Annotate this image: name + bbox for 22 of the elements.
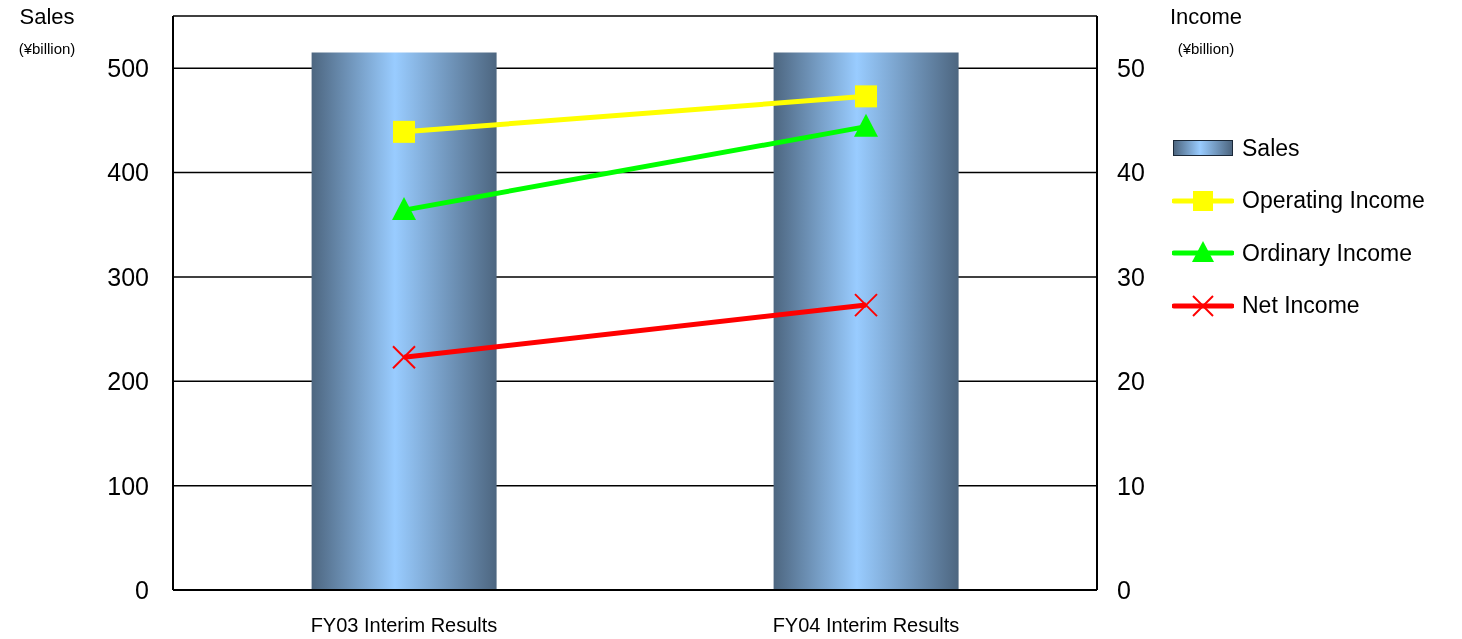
legend-label: Sales: [1242, 134, 1300, 162]
y2-tick-label: 40: [1117, 158, 1145, 187]
legend-label: Operating Income: [1242, 187, 1425, 215]
y2-axis-title: Income (¥billion): [1168, 4, 1244, 58]
y-axis-title: Sales (¥billion): [17, 4, 77, 58]
y2-tick-label: 10: [1117, 471, 1145, 500]
y-tick-label: 0: [135, 575, 149, 604]
y-tick-label: 200: [107, 367, 149, 396]
x-tick-label: FY04 Interim Results: [772, 614, 960, 637]
point: [855, 85, 877, 108]
point: [393, 120, 415, 143]
y2-tick-label: 20: [1117, 367, 1145, 396]
y-tick-label: 100: [107, 471, 149, 500]
y2-tick-label: 30: [1117, 262, 1145, 291]
y2-tick-label: 50: [1117, 54, 1145, 83]
y-tick-label: 300: [107, 262, 149, 291]
legend-label: Ordinary Income: [1242, 239, 1413, 267]
legend-label: Net Income: [1242, 292, 1360, 320]
x-tick-label: FY03 Interim Results: [310, 614, 498, 637]
y-tick-label: 500: [107, 54, 149, 83]
y-tick-label: 400: [107, 158, 149, 187]
y2-tick-label: 0: [1117, 575, 1131, 604]
